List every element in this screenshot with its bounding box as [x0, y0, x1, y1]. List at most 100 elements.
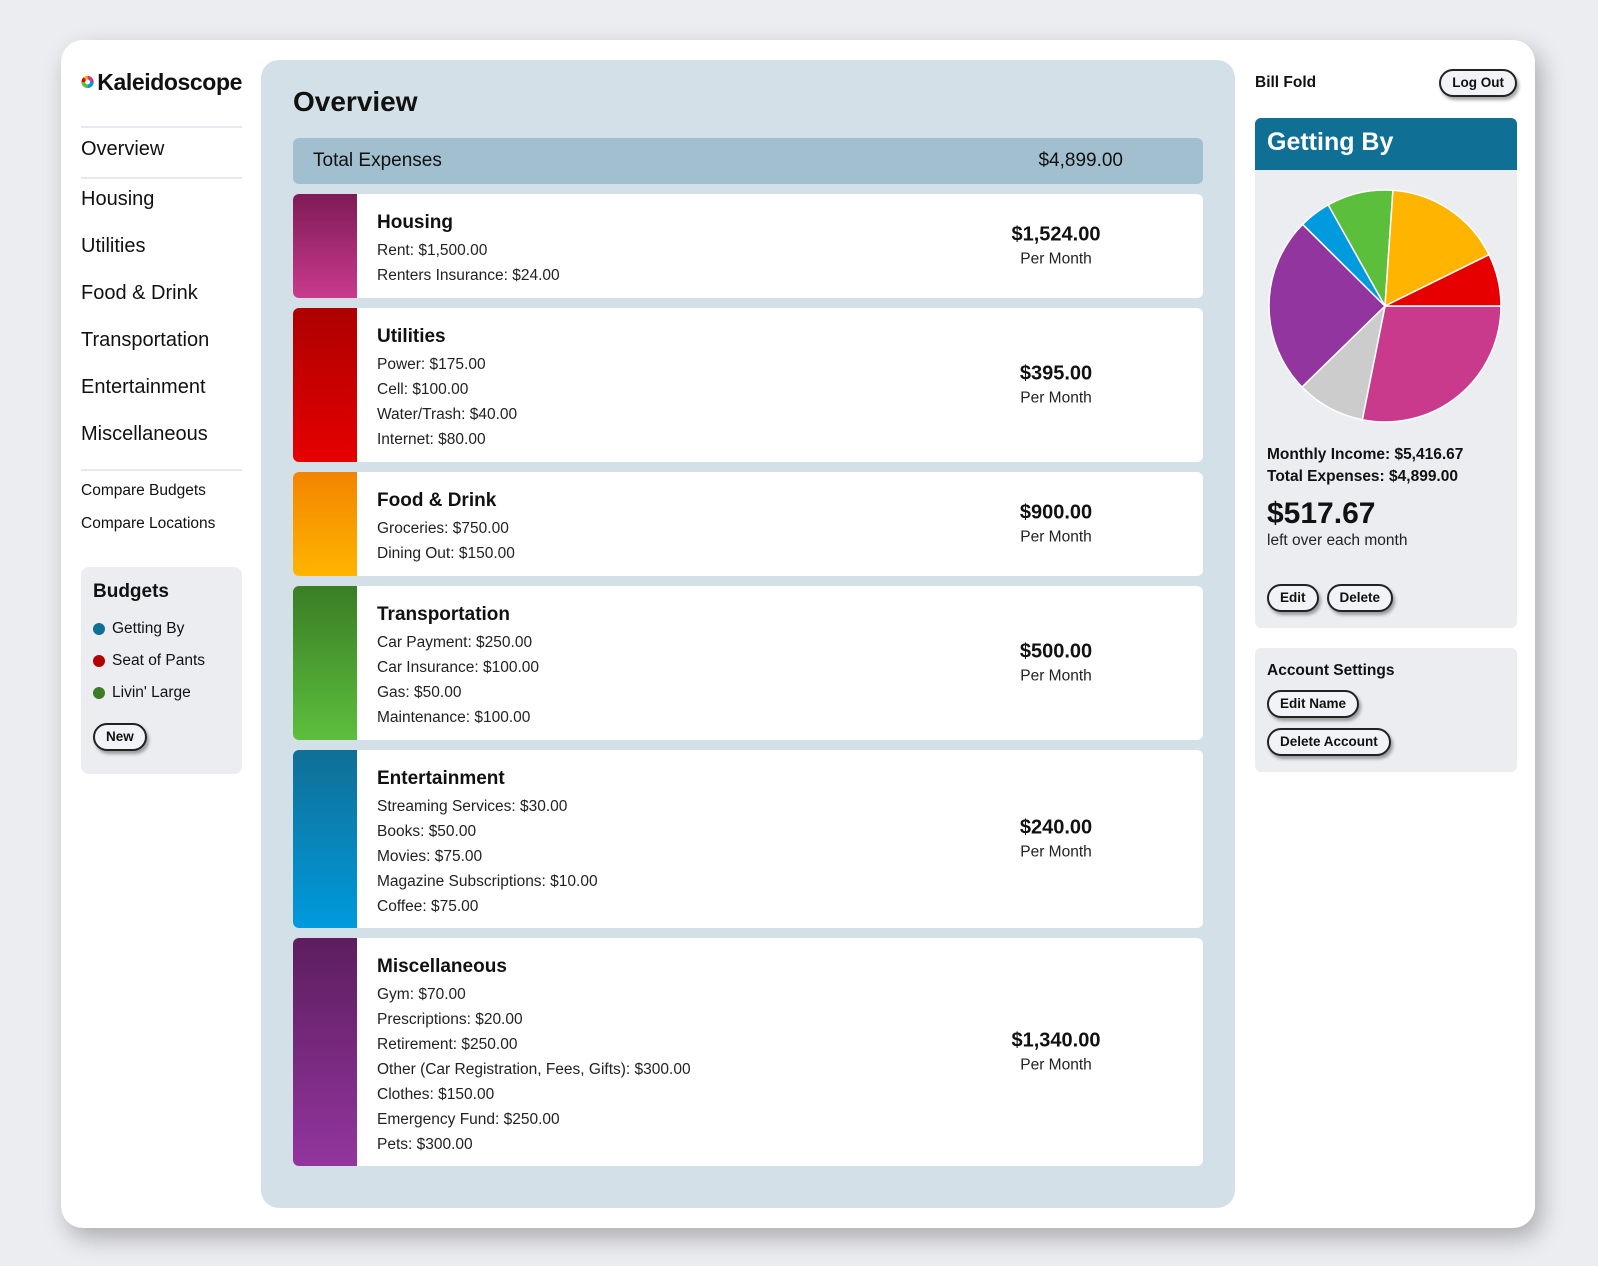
budget-dot-icon: [93, 687, 105, 699]
category-amount: $1,524.00 Per Month: [981, 224, 1131, 269]
nav-divider: [81, 177, 242, 179]
page-title: Overview: [293, 86, 418, 117]
category-title: Housing: [377, 212, 453, 233]
user-row: Bill Fold Log Out: [1255, 60, 1517, 106]
category-card-housing[interactable]: Housing Rent: $1,500.00 Renters Insuranc…: [293, 194, 1203, 298]
total-expenses-value: $4,899.00: [1038, 150, 1123, 171]
category-body: Entertainment Streaming Services: $30.00…: [357, 750, 1203, 928]
pie-slice-utilities: [1384, 253, 1502, 307]
logo[interactable]: Kaleidoscope: [81, 60, 242, 104]
category-amount-period: Per Month: [1020, 1056, 1092, 1074]
expense-line: Movies: $75.00: [377, 848, 483, 865]
expense-line: Magazine Subscriptions: $10.00: [377, 873, 598, 890]
budget-stats: Monthly Income: $5,416.67 Total Expenses…: [1255, 424, 1517, 550]
nav-item-housing[interactable]: Housing: [81, 188, 155, 210]
expense-line: Books: $50.00: [377, 823, 477, 840]
category-amount-value: $395.00: [1019, 362, 1093, 385]
account-settings-card: Account Settings Edit Name Delete Accoun…: [1255, 648, 1517, 772]
user-name: Bill Fold: [1255, 74, 1317, 91]
category-title: Utilities: [377, 326, 446, 347]
nav-item-food-drink[interactable]: Food & Drink: [81, 282, 198, 304]
category-amount: $900.00 Per Month: [981, 502, 1131, 547]
budget-dot-icon: [93, 623, 105, 635]
expense-line: Maintenance: $100.00: [377, 709, 531, 726]
category-color-swatch: [293, 308, 357, 462]
category-color-swatch: [293, 194, 357, 298]
log-out-button[interactable]: Log Out: [1439, 69, 1517, 97]
category-title: Transportation: [377, 604, 511, 625]
edit-budget-button[interactable]: Edit: [1267, 584, 1319, 612]
category-amount-period: Per Month: [1020, 528, 1092, 546]
nav-item-miscellaneous[interactable]: Miscellaneous: [81, 423, 208, 445]
left-over-label: left over each month: [1267, 532, 1408, 549]
budget-dot-icon: [93, 655, 105, 667]
nav-item-overview[interactable]: Overview: [81, 138, 165, 160]
budget-item-seat-of-pants[interactable]: Seat of Pants: [93, 645, 230, 677]
budget-item-label: Seat of Pants: [112, 652, 206, 669]
expense-line: Water/Trash: $40.00: [377, 406, 518, 423]
active-budget-title: Getting By: [1255, 118, 1517, 170]
pie-slice-food-drink: [1384, 189, 1491, 308]
category-color-swatch: [293, 472, 357, 576]
expense-line: Gas: $50.00: [377, 684, 462, 701]
expense-line: Clothes: $150.00: [377, 1086, 495, 1103]
category-amount: $240.00 Per Month: [981, 817, 1131, 862]
expense-line: Car Insurance: $100.00: [377, 659, 539, 676]
pie-slice-housing: [1361, 305, 1502, 423]
expense-line: Pets: $300.00: [377, 1136, 473, 1153]
left-over-amount: $517.67: [1267, 497, 1376, 530]
delete-account-button[interactable]: Delete Account: [1267, 728, 1391, 756]
budget-item-label: Getting By: [112, 620, 185, 637]
budgets-title: Budgets: [93, 581, 169, 602]
edit-name-button[interactable]: Edit Name: [1267, 690, 1360, 718]
expense-pie-chart: [1268, 189, 1502, 423]
category-body: Housing Rent: $1,500.00 Renters Insuranc…: [357, 194, 1203, 298]
nav-item-entertainment[interactable]: Entertainment: [81, 376, 206, 398]
budget-item-getting-by[interactable]: Getting By: [93, 613, 230, 645]
monthly-income: Monthly Income: $5,416.67: [1267, 446, 1464, 463]
category-title: Miscellaneous: [377, 956, 507, 977]
pie-chart-container: [1255, 170, 1517, 424]
compare-locations-link[interactable]: Compare Locations: [81, 515, 216, 532]
category-body: Food & Drink Groceries: $750.00 Dining O…: [357, 472, 1203, 576]
category-amount-period: Per Month: [1020, 667, 1092, 685]
category-card-transportation[interactable]: Transportation Car Payment: $250.00 Car …: [293, 586, 1203, 740]
expense-line: Cell: $100.00: [377, 381, 469, 398]
compare-budgets-link[interactable]: Compare Budgets: [81, 482, 206, 499]
category-card-miscellaneous[interactable]: Miscellaneous Gym: $70.00 Prescriptions:…: [293, 938, 1203, 1166]
category-title: Food & Drink: [377, 490, 497, 511]
category-amount-value: $1,524.00: [1011, 223, 1101, 246]
right-panel: Bill Fold Log Out Getting By Monthly Inc…: [1255, 60, 1517, 772]
nav-divider: [81, 126, 242, 128]
compare-links: Compare Budgets Compare Locations: [81, 479, 242, 545]
expense-line: Renters Insurance: $24.00: [377, 267, 560, 284]
category-card-utilities[interactable]: Utilities Power: $175.00 Cell: $100.00 W…: [293, 308, 1203, 462]
budgets-panel: Budgets Getting By Seat of Pants Livin' …: [81, 567, 242, 774]
new-budget-button[interactable]: New: [93, 723, 147, 751]
category-card-entertainment[interactable]: Entertainment Streaming Services: $30.00…: [293, 750, 1203, 928]
expense-line: Car Payment: $250.00: [377, 634, 533, 651]
category-amount-value: $500.00: [1019, 640, 1093, 663]
category-amount-period: Per Month: [1020, 389, 1092, 407]
budget-item-livin-large[interactable]: Livin' Large: [93, 677, 230, 709]
category-amount: $500.00 Per Month: [981, 641, 1131, 686]
delete-budget-button[interactable]: Delete: [1326, 584, 1394, 612]
category-color-swatch: [293, 586, 357, 740]
category-card-food-drink[interactable]: Food & Drink Groceries: $750.00 Dining O…: [293, 472, 1203, 576]
category-amount: $395.00 Per Month: [981, 363, 1131, 408]
expense-line: Emergency Fund: $250.00: [377, 1111, 560, 1128]
category-amount-value: $900.00: [1019, 501, 1093, 524]
budget-item-label: Livin' Large: [112, 684, 191, 701]
expense-line: Gym: $70.00: [377, 986, 466, 1003]
expense-line: Internet: $80.00: [377, 431, 486, 448]
total-expenses-bar: Total Expenses $4,899.00: [293, 138, 1203, 184]
expense-line: Groceries: $750.00: [377, 520, 509, 537]
active-budget-card: Getting By Monthly Income: $5,416.67 Tot…: [1255, 118, 1517, 628]
nav-item-utilities[interactable]: Utilities: [81, 235, 146, 257]
expense-line: Streaming Services: $30.00: [377, 798, 568, 815]
kaleidoscope-logo-icon: [81, 75, 94, 89]
category-color-swatch: [293, 938, 357, 1166]
account-settings-title: Account Settings: [1267, 662, 1395, 679]
category-body: Utilities Power: $175.00 Cell: $100.00 W…: [357, 308, 1203, 462]
nav-item-transportation[interactable]: Transportation: [81, 329, 210, 351]
